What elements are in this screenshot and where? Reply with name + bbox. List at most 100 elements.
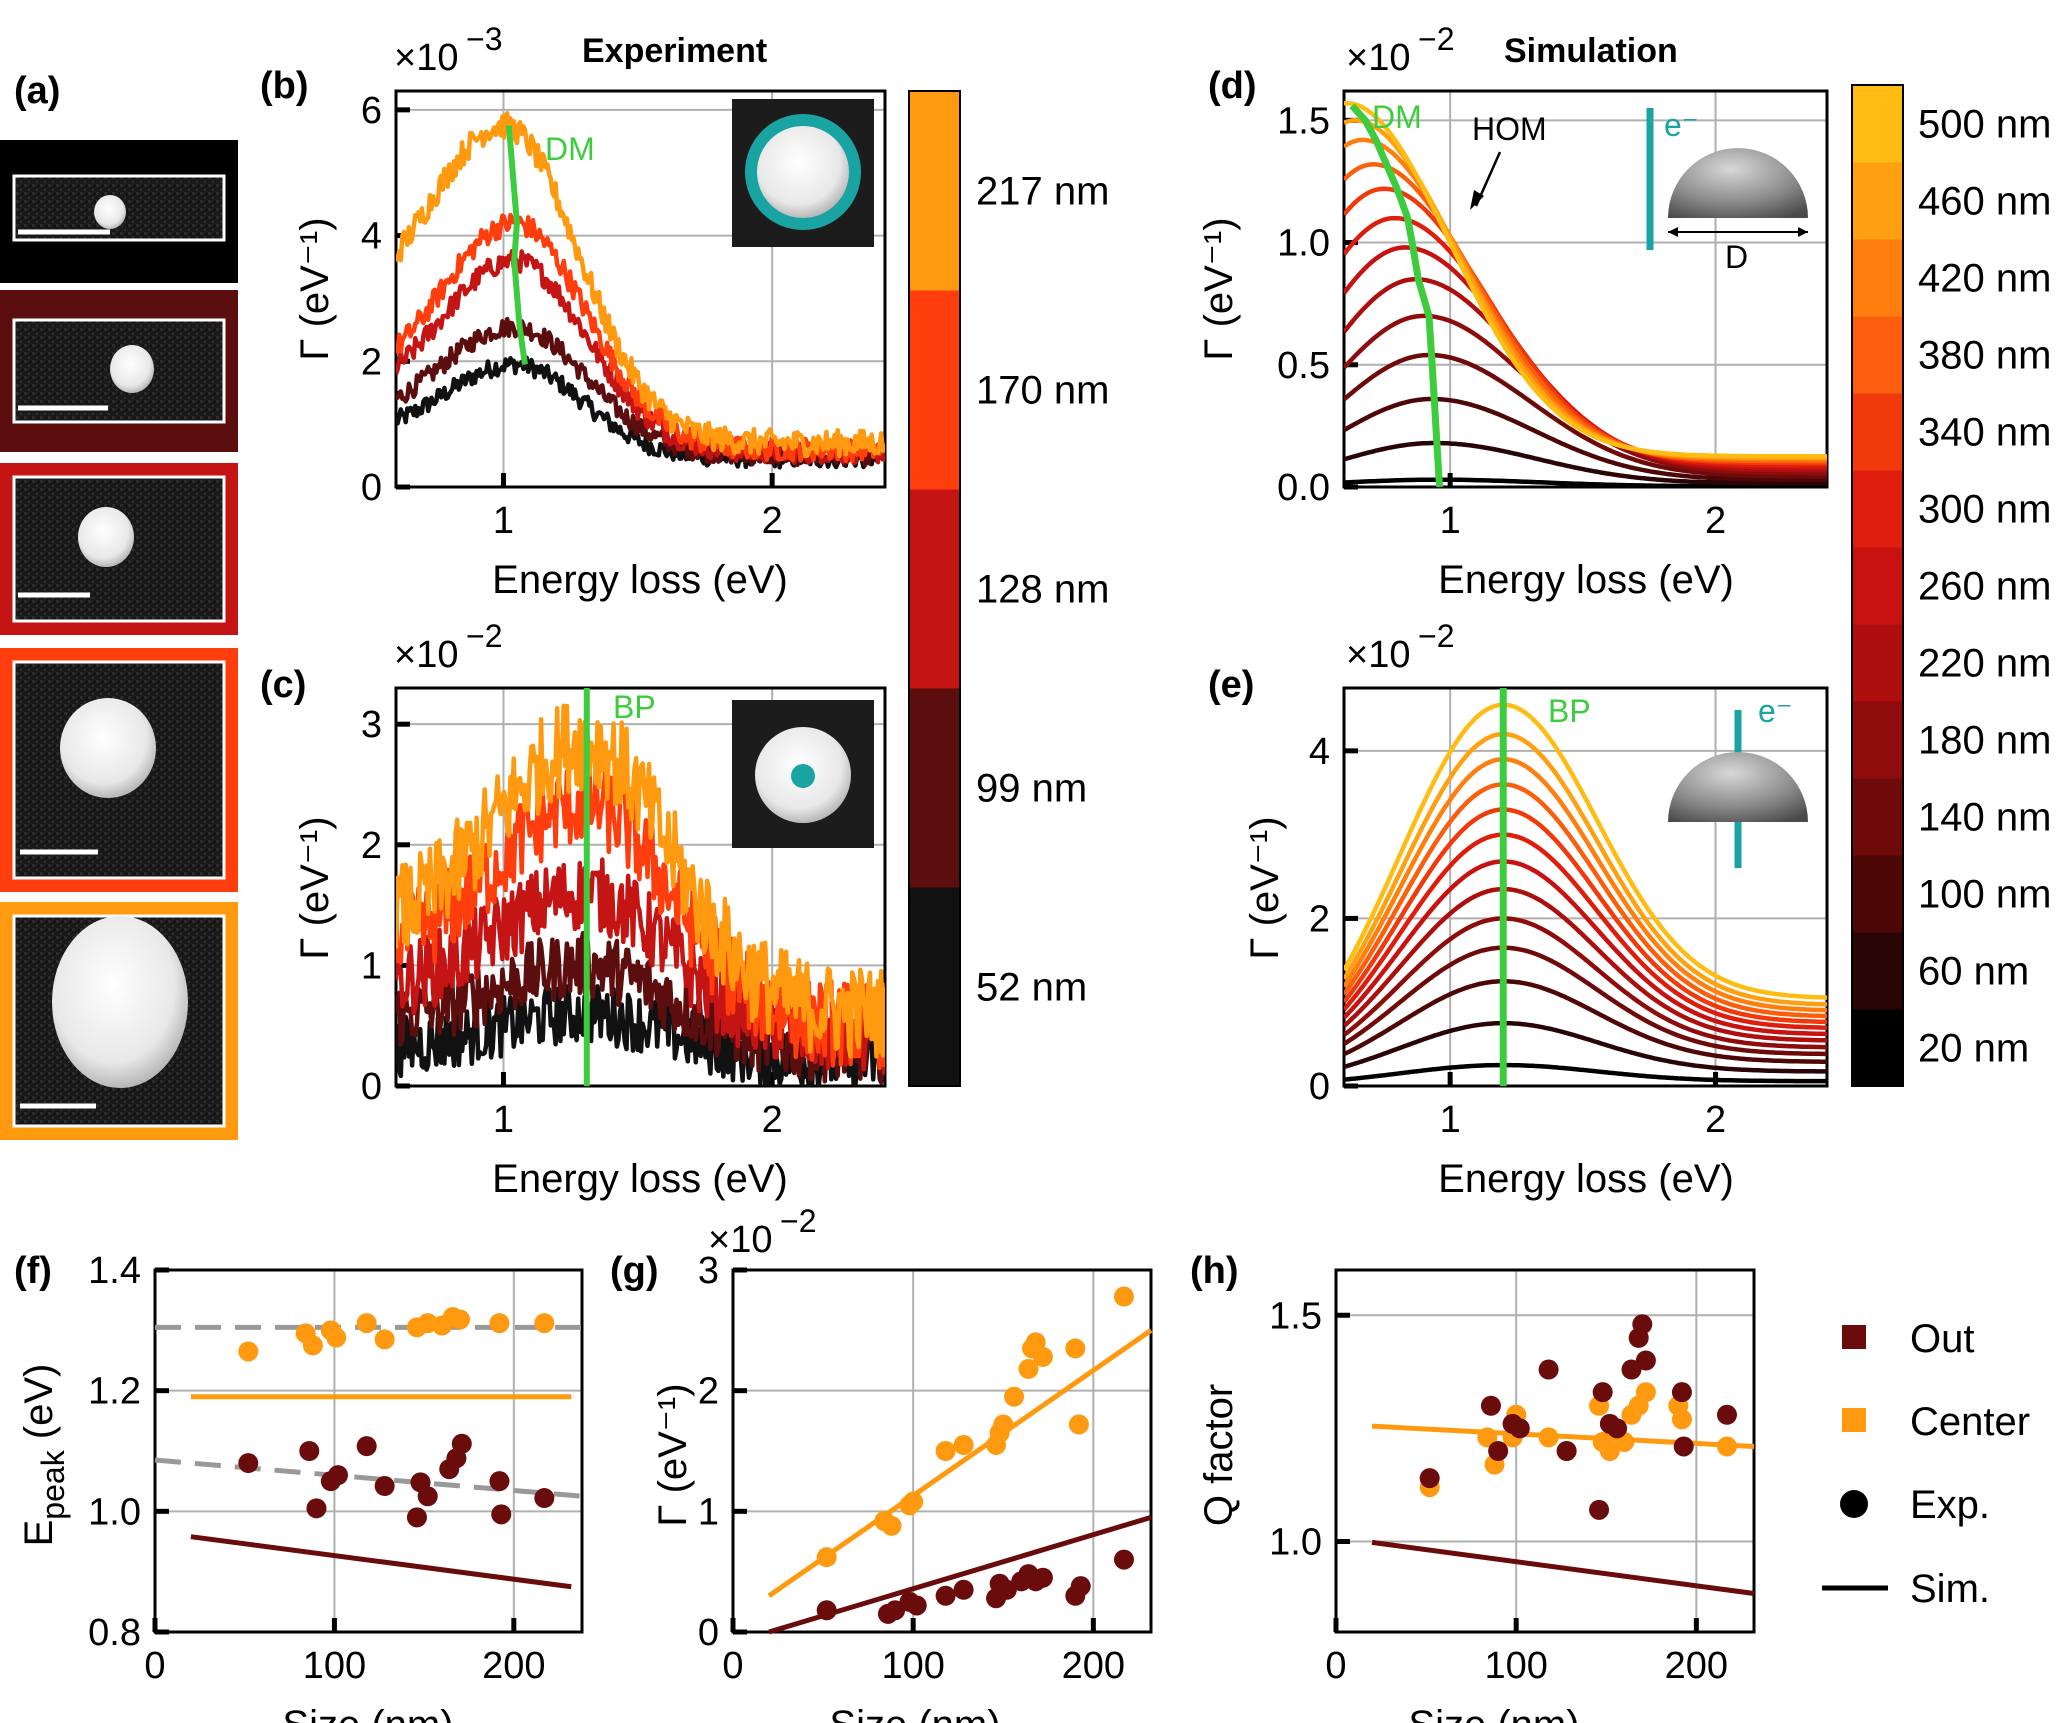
series-d-140nm (1344, 352, 1827, 479)
colorbar-swatch (909, 887, 960, 1087)
point-center-g (1004, 1386, 1025, 1407)
xtick-label-b: 1 (493, 500, 514, 542)
dm-trace-d (1349, 103, 1444, 487)
series-e-180nm (1344, 916, 1827, 1050)
panel-label-a: (a) (14, 70, 60, 112)
xlabel-c: Energy loss (eV) (492, 1157, 788, 1201)
point-out-g (816, 1600, 837, 1621)
svg-text:×10: ×10 (1346, 634, 1410, 676)
particle-1 (94, 195, 126, 229)
ytick-label-e: 0 (1309, 1066, 1330, 1108)
plot-h: 0 100 200 1.0 1.5 (1269, 1268, 1756, 1687)
series-e-500nm (1344, 702, 1827, 1000)
point-out-f (406, 1507, 427, 1528)
ytick-label-f: 0.8 (88, 1612, 141, 1654)
ylabel-h: Q factor (1197, 1384, 1241, 1526)
title-experiment: Experiment (582, 32, 767, 70)
point-center-h (1635, 1382, 1656, 1403)
point-out-h (1671, 1382, 1692, 1403)
xtick-label-f: 100 (303, 1645, 366, 1687)
xlabel-e: Energy loss (eV) (1438, 1157, 1734, 1201)
particle-4 (60, 698, 156, 798)
colorbar-label: 180 nm (1918, 719, 2051, 763)
point-center-g (1113, 1286, 1134, 1307)
particle-5 (52, 916, 188, 1088)
xtick-label-g: 200 (1062, 1645, 1125, 1687)
ytick-label-c: 2 (361, 825, 382, 867)
colorbar-label: 220 nm (1918, 642, 2051, 686)
colorbar-swatch (1852, 547, 1903, 625)
colorbar-label: 380 nm (1918, 334, 2051, 378)
series-e-220nm (1344, 886, 1827, 1043)
point-center-g (1065, 1338, 1086, 1359)
point-out-f (374, 1475, 395, 1496)
series-d-100nm (1344, 396, 1827, 483)
svg-text:−2: −2 (780, 1203, 816, 1239)
ytick-label-d: 1.5 (1277, 100, 1330, 142)
ytick-label-g: 2 (698, 1371, 719, 1413)
point-out-h (1716, 1404, 1737, 1425)
ylabel-d: Γ (eV⁻¹) (1197, 217, 1241, 360)
xtick-label-e: 2 (1705, 1099, 1726, 1141)
curves-e (1344, 688, 1827, 1086)
point-center-g (1068, 1414, 1089, 1435)
colorbar-swatch (909, 91, 960, 291)
point-center-f (489, 1313, 510, 1334)
xlabel-g: Size (nm) (829, 1703, 1000, 1723)
ylabel-f-sub: peak (35, 1449, 71, 1519)
panel-label-d: (d) (1208, 65, 1257, 107)
point-out-g (885, 1600, 906, 1621)
xtick-label-c: 2 (762, 1099, 783, 1141)
point-out-h (1556, 1441, 1577, 1461)
colorbar-label: 60 nm (1918, 950, 2029, 994)
ytick-label-g: 3 (698, 1250, 719, 1292)
series-c-99nm (396, 930, 885, 1085)
colorbar-label: 500 nm (1918, 103, 2051, 147)
point-out-h (1419, 1468, 1440, 1489)
panel-a-images (0, 140, 238, 1140)
fit-out-f (154, 1457, 583, 1499)
point-center-h (1477, 1427, 1498, 1448)
colorbar-experiment: 52 nm 99 nm 128 nm 170 nm 217 nm (908, 90, 1109, 1087)
series-d-180nm (1344, 313, 1827, 476)
series-e-100nm (1344, 979, 1827, 1064)
colorbar-swatch (909, 489, 960, 689)
series-e-300nm (1344, 832, 1827, 1030)
panel-label-c: (c) (260, 664, 306, 706)
ytick-label-b: 4 (361, 216, 382, 258)
series-d-340nm (1344, 186, 1827, 466)
colorbar-swatch (1852, 470, 1903, 548)
ytick-label-d: 1.0 (1277, 223, 1330, 265)
point-center-f (238, 1341, 259, 1362)
panel-label-e: (e) (1208, 664, 1254, 706)
colorbar-label: 420 nm (1918, 257, 2051, 301)
ytick-label-b: 2 (361, 341, 382, 383)
svg-text:−2: −2 (1418, 618, 1454, 654)
point-center-g (1018, 1358, 1039, 1379)
colorbar-swatch (1852, 778, 1903, 856)
inset-b (732, 99, 874, 247)
colorbar-swatch (1852, 932, 1903, 1010)
svg-text:−2: −2 (466, 618, 502, 654)
colorbar-label: 99 nm (976, 767, 1087, 811)
point-out-g (953, 1579, 974, 1600)
colorbar-label: 140 nm (1918, 796, 2051, 840)
frame-f (153, 1268, 584, 1634)
point-center-f (326, 1327, 347, 1348)
title-simulation: Simulation (1504, 32, 1678, 70)
ytick-label-h: 1.5 (1269, 1295, 1322, 1337)
point-center-h (1716, 1436, 1737, 1457)
colorbar-simulation: 20 nm 60 nm 100 nm 140 nm 180 nm 220 nm 260 nm… (1851, 84, 2051, 1087)
ytick-label-h: 1.0 (1269, 1522, 1322, 1564)
xtick-label-b: 2 (762, 500, 783, 542)
ylabel-c: Γ (eV⁻¹) (293, 816, 337, 959)
series-e-20nm (1344, 1062, 1827, 1084)
ytick-label-e: 2 (1309, 898, 1330, 940)
point-out-f (238, 1453, 259, 1474)
point-out-f (489, 1471, 510, 1492)
curves-c (396, 688, 885, 1086)
point-out-f (306, 1498, 327, 1519)
series-c-52nm (396, 984, 885, 1086)
svg-text:×10: ×10 (394, 37, 458, 79)
inset-e-dome (1668, 752, 1808, 822)
